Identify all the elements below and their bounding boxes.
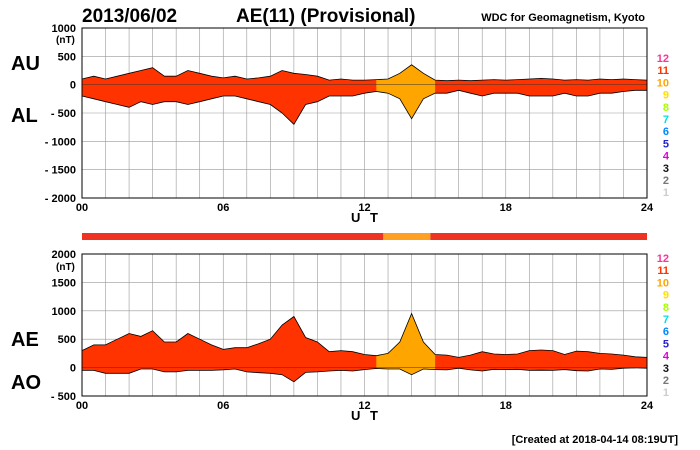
ae-ao-area — [82, 313, 647, 382]
ae-ao-y-ticks: 2000 1500 1000 500 0 - 500 — [51, 249, 76, 403]
ae-ao-x-ticks: 00 06 12 18 24 — [76, 400, 654, 412]
au-label: AU — [11, 53, 40, 75]
ae-ao-unit-label: (nT) — [56, 262, 75, 273]
au-al-y-tick-label: 1000 — [52, 23, 76, 35]
activity-scale-label-11: 11 — [657, 65, 669, 77]
au-al-grid — [82, 28, 647, 198]
activity-level-bar — [82, 233, 647, 240]
ae-ao-x-axis-label: U T — [351, 408, 381, 423]
au-al-x-tick-label: 18 — [500, 202, 512, 214]
au-al-y-tick-label: - 1000 — [45, 136, 76, 148]
activity-scale-label-1: 1 — [663, 187, 669, 199]
ae-ao-y-tick-label: 0 — [70, 363, 76, 375]
au-al-au-line — [81, 64, 648, 82]
ae-ao-x-tick-label: 18 — [500, 400, 512, 412]
ae-ao-x-tick-label: 24 — [641, 400, 654, 412]
activity-bar-segment-11 — [430, 233, 647, 240]
ae-ao-ae-line — [81, 312, 648, 358]
activity-scale-label-12: 12 — [657, 253, 669, 265]
organization-label: WDC for Geomagnetism, Kyoto — [481, 12, 645, 24]
activity-scale-label-10: 10 — [657, 277, 669, 289]
activity-scale-label-8: 8 — [663, 302, 669, 314]
ae-label: AE — [11, 329, 39, 351]
ao-label: AO — [11, 372, 41, 394]
index-title: AE(11) (Provisional) — [236, 6, 416, 27]
ae-ao-y-tick-label: 2000 — [52, 249, 76, 261]
activity-scale-label-7: 7 — [663, 114, 669, 126]
activity-bar-segment-10 — [383, 233, 431, 240]
au-al-red-band — [82, 64, 647, 125]
au-al-y-ticks: 1000 500 0 - 500 - 1000 - 1500 - 2000 — [45, 23, 76, 205]
au-al-orange-band — [376, 64, 436, 119]
au-al-x-tick-label: 24 — [641, 202, 654, 214]
ae-ao-y-tick-label: - 500 — [51, 391, 76, 403]
au-al-y-tick-label: 0 — [70, 80, 76, 92]
ae-ao-x-tick-label: 12 — [358, 400, 370, 412]
activity-scale-label-2: 2 — [663, 175, 669, 187]
au-al-area — [82, 64, 647, 125]
ae-ao-y-tick-label: 500 — [58, 334, 76, 346]
ae-ao-orange-band — [376, 313, 436, 375]
activity-scale-label-3: 3 — [663, 163, 669, 175]
activity-scale-label-5: 5 — [663, 338, 669, 350]
au-al-x-tick-label: 06 — [217, 202, 229, 214]
au-al-plot-frame — [81, 27, 648, 199]
au-al-y-tick-label: - 1500 — [45, 165, 76, 177]
au-al-x-tick-label: 00 — [76, 202, 88, 214]
activity-scale-label-5: 5 — [663, 138, 669, 150]
ae-ao-ao-line — [82, 367, 648, 383]
activity-scale-label-12: 12 — [657, 53, 669, 65]
activity-scale-label-4: 4 — [663, 351, 670, 363]
au-al-x-axis-label: U T — [351, 210, 381, 225]
activity-scale-label-9: 9 — [663, 90, 669, 102]
au-al-x-tick-label: 12 — [358, 202, 370, 214]
au-al-lines — [81, 64, 648, 125]
activity-scale-label-1: 1 — [663, 387, 669, 399]
au-al-al-line — [81, 89, 647, 125]
activity-scale-label-11: 11 — [657, 265, 669, 277]
activity-scale-label-10: 10 — [657, 77, 669, 89]
ae-ao-y-tick-label: 1000 — [52, 306, 76, 318]
ae-ao-lines — [81, 312, 648, 383]
au-al-y-tick-label: - 500 — [51, 108, 76, 120]
activity-scale-label-9: 9 — [663, 290, 669, 302]
ae-ao-x-tick-label: 06 — [217, 400, 229, 412]
activity-scale-label-2: 2 — [663, 375, 669, 387]
ae-ao-x-tick-label: 00 — [76, 400, 88, 412]
date-title: 2013/06/02 — [82, 6, 177, 27]
au-al-x-ticks: 00 06 12 18 24 — [76, 202, 654, 214]
activity-scale-label-6: 6 — [663, 326, 669, 338]
created-timestamp: [Created at 2018-04-14 08:19UT] — [512, 434, 679, 446]
au-al-y-tick-label: 500 — [58, 51, 76, 63]
al-label: AL — [11, 105, 38, 127]
au-al-y-tick-label: - 2000 — [45, 193, 76, 205]
activity-bar-segment-11 — [82, 233, 384, 240]
activity-scale-label-4: 4 — [663, 151, 670, 163]
activity-scale-label-3: 3 — [663, 363, 669, 375]
ae-ao-y-tick-label: 1500 — [52, 277, 76, 289]
activity-scale-label-7: 7 — [663, 314, 669, 326]
activity-scale-label-6: 6 — [663, 126, 669, 138]
ae-ao-red-band — [82, 313, 647, 382]
au-al-unit-label: (nT) — [56, 35, 75, 46]
ae-ao-plot-frame — [81, 253, 648, 397]
activity-scale-label-8: 8 — [663, 102, 669, 114]
ae-ao-grid — [82, 254, 647, 396]
